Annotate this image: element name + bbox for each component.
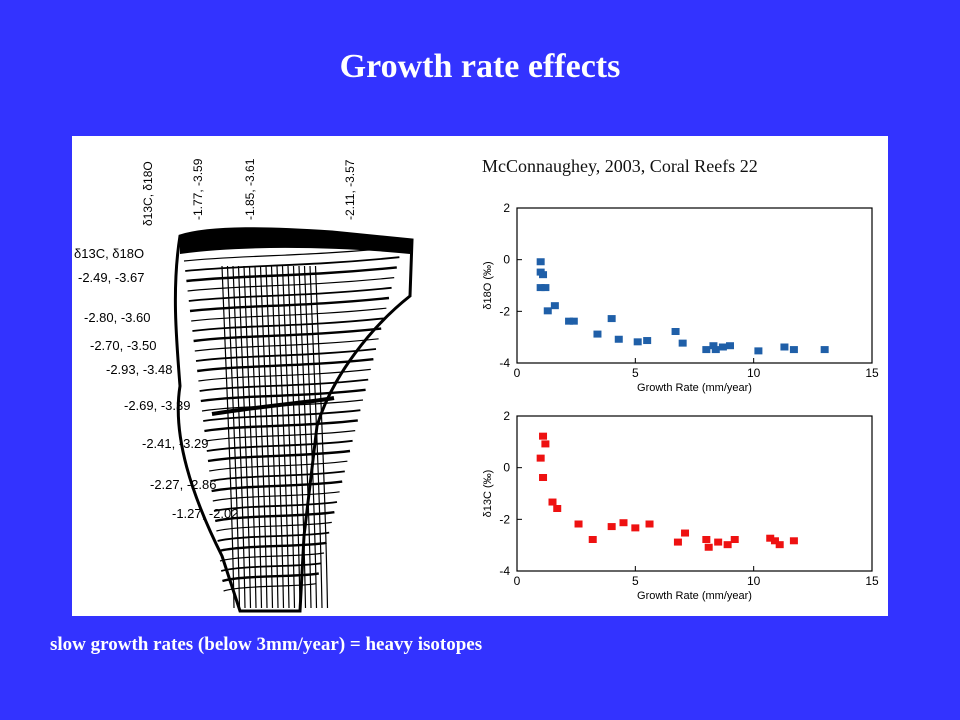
coral-top-label: -1.85, -3.61 <box>243 158 257 220</box>
y-axis-label: δ18O (‰) <box>482 261 494 309</box>
data-point <box>789 346 798 354</box>
data-point <box>607 315 616 323</box>
data-point <box>820 346 829 354</box>
data-point <box>536 258 545 266</box>
coral-side-header: δ13C, δ18O <box>74 246 144 261</box>
data-point <box>723 541 732 549</box>
data-point <box>574 520 583 528</box>
data-point <box>730 536 739 543</box>
x-tick-label: 10 <box>747 366 761 380</box>
data-point <box>789 537 798 545</box>
x-tick-label: 0 <box>514 574 521 588</box>
y-axis-label: δ13C (‰) <box>482 470 494 518</box>
data-point <box>548 498 557 506</box>
coral-side-label: -2.70, -3.50 <box>90 338 157 353</box>
data-point <box>553 505 562 512</box>
y-tick-label: -4 <box>499 564 510 578</box>
data-point <box>539 474 548 481</box>
data-point <box>775 541 784 549</box>
x-tick-label: 15 <box>865 574 879 588</box>
coral-cross-section: δ13C, δ18O -1.77, -3.59 -1.85, -3.61 -2.11,… <box>74 158 414 613</box>
data-point <box>633 338 642 346</box>
y-tick-label: -4 <box>499 356 510 370</box>
y-tick-label: 0 <box>503 253 510 267</box>
data-point <box>543 307 552 315</box>
citation: McConnaughey, 2003, Coral Reefs 22 <box>482 156 758 176</box>
data-point <box>704 543 713 551</box>
x-tick-label: 0 <box>514 366 521 380</box>
chart-delta-c13: 0 5 10 15 -4 -2 0 2 Growth Rate (mm/year) δ13C (‰… <box>482 409 879 602</box>
data-point <box>541 284 550 292</box>
x-tick-label: 10 <box>747 574 761 588</box>
y-tick-label: 0 <box>503 461 510 475</box>
x-tick-label: 15 <box>865 366 879 380</box>
coral-side-label: -2.80, -3.60 <box>84 310 151 325</box>
coral-side-label: -2.49, -3.67 <box>78 270 145 285</box>
data-point <box>681 529 690 537</box>
data-point <box>766 534 775 542</box>
coral-side-label: -2.93, -3.48 <box>106 362 173 377</box>
data-point <box>754 347 763 355</box>
data-point <box>607 523 616 531</box>
data-point <box>619 519 628 527</box>
coral-top-header: δ13C, δ18O <box>141 161 155 226</box>
y-tick-label: -2 <box>499 512 510 526</box>
slide-title: Growth rate effects <box>339 48 621 85</box>
data-point <box>770 537 779 545</box>
y-tick-label: -2 <box>499 304 510 318</box>
y-tick-label: 2 <box>503 201 510 215</box>
coral-top-label: -1.77, -3.59 <box>191 158 205 220</box>
data-point <box>671 328 680 335</box>
data-point <box>541 440 550 448</box>
caption: slow growth rates (below 3mm/year) = hea… <box>50 634 483 655</box>
data-point <box>569 317 578 325</box>
data-point <box>631 524 640 532</box>
data-point <box>780 343 789 351</box>
data-point <box>550 302 559 310</box>
figure-panel: McConnaughey, 2003, Coral Reefs 22 δ13C,… <box>72 136 888 616</box>
coral-side-label: -2.69, -3.39 <box>124 398 191 413</box>
data-point <box>673 538 682 546</box>
data-point <box>726 342 734 350</box>
data-point <box>536 454 545 462</box>
coral-side-label: -2.41, -3.29 <box>142 436 209 451</box>
data-point <box>593 330 602 338</box>
data-point <box>702 536 711 543</box>
data-point <box>678 339 687 347</box>
isotope-charts: 0 5 10 15 -4 -2 0 2 Growth Rate (mm/year) δ18O (‰… <box>482 201 879 602</box>
data-point <box>565 317 574 325</box>
chart-delta-o18: 0 5 10 15 -4 -2 0 2 Growth Rate (mm/year) δ18O (‰… <box>482 201 879 394</box>
plot-frame <box>516 207 873 364</box>
data-point <box>709 342 718 350</box>
coral-top-label: -2.11, -3.57 <box>343 159 357 220</box>
data-point <box>614 335 623 343</box>
data-point <box>539 271 548 279</box>
x-tick-label: 5 <box>632 574 639 588</box>
data-point <box>588 536 597 543</box>
coral-skeleton-drawing <box>173 227 414 613</box>
data-point <box>539 432 548 440</box>
plot-frame <box>516 415 873 572</box>
data-point <box>711 346 720 354</box>
x-axis-label: Growth Rate (mm/year) <box>637 590 752 602</box>
data-point <box>702 346 711 354</box>
coral-side-label: -2.27, -2.86 <box>150 477 217 492</box>
data-point <box>536 284 545 292</box>
data-point <box>718 343 727 351</box>
data-point <box>643 337 652 345</box>
y-tick-label: 2 <box>503 409 510 423</box>
x-tick-label: 5 <box>632 366 639 380</box>
x-axis-label: Growth Rate (mm/year) <box>637 382 752 394</box>
coral-side-label: -1.27, -2.02 <box>172 506 239 521</box>
data-point <box>714 538 723 546</box>
data-point <box>645 520 654 528</box>
